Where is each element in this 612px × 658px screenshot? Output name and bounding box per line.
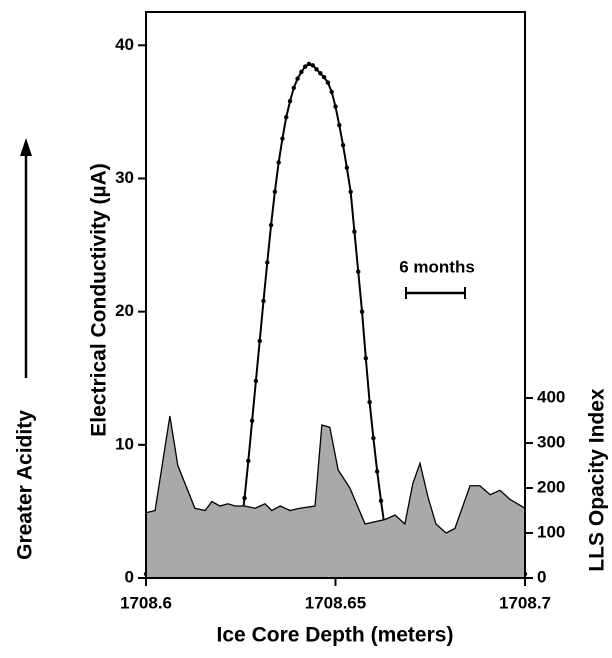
x-tick-label: 1708.65: [305, 593, 366, 612]
y-tick-label: 30: [115, 168, 134, 187]
conductivity-point: [280, 136, 285, 141]
conductivity-point: [348, 189, 353, 194]
scale-bar: [405, 287, 466, 299]
conductivity-point: [310, 63, 315, 68]
y-tick-label: 40: [115, 35, 134, 54]
y2-tick-label: 100: [537, 522, 565, 541]
y2-tick-label: 200: [537, 478, 565, 497]
scale-bar-label: 6 months: [399, 257, 475, 276]
conductivity-point: [246, 458, 251, 464]
conductivity-point: [284, 115, 289, 120]
y-axis-title: Electrical Conductivity (µA): [88, 163, 111, 436]
conductivity-point: [302, 64, 308, 69]
conductivity-point: [287, 99, 293, 104]
conductivity-point: [257, 338, 262, 344]
conductivity-point: [291, 85, 297, 91]
conductivity-point: [371, 435, 376, 441]
conductivity-point: [363, 356, 369, 361]
conductivity-point: [367, 400, 372, 405]
y-tick-label: 20: [115, 301, 134, 320]
conductivity-point: [318, 71, 323, 76]
y2-tick-label: 300: [537, 433, 565, 452]
conductivity-point: [359, 309, 365, 314]
conductivity-point: [340, 142, 346, 148]
conductivity-point: [295, 76, 300, 81]
x-tick-label: 1708.7: [499, 593, 551, 612]
x-axis-title: Ice Core Depth (meters): [217, 624, 454, 647]
conductivity-point: [378, 498, 384, 503]
y-tick-label: 10: [115, 434, 134, 453]
conductivity-point: [329, 89, 334, 95]
y2-tick-label: 0: [537, 567, 546, 586]
conductivity-point: [261, 298, 266, 304]
y-tick-label: 0: [125, 567, 134, 586]
conductivity-point: [265, 260, 270, 265]
x-tick-label: 1708.6: [120, 593, 172, 612]
conductivity-point: [242, 495, 247, 501]
conductivity-point: [321, 75, 327, 80]
y2-axis-title: LLS Opacity Index: [586, 388, 609, 572]
conductivity-point: [253, 378, 259, 384]
conductivity-point: [344, 165, 350, 171]
conductivity-point: [268, 222, 274, 228]
conductivity-point: [352, 229, 357, 234]
conductivity-point: [325, 80, 331, 85]
conductivity-point: [314, 67, 319, 72]
conductivity-point: [356, 269, 361, 274]
opacity-area: [145, 415, 526, 579]
conductivity-point: [272, 189, 278, 194]
conductivity-point: [306, 61, 312, 67]
conductivity-point: [299, 69, 304, 75]
conductivity-point: [337, 123, 342, 128]
conductivity-point: [249, 418, 255, 424]
conductivity-point: [276, 160, 281, 165]
conductivity-point: [333, 104, 338, 109]
acidity-arrowhead: [20, 138, 32, 156]
acidity-annotation: Greater Acidity: [14, 410, 37, 560]
conductivity-point: [374, 469, 380, 474]
y2-tick-label: 400: [537, 388, 565, 407]
